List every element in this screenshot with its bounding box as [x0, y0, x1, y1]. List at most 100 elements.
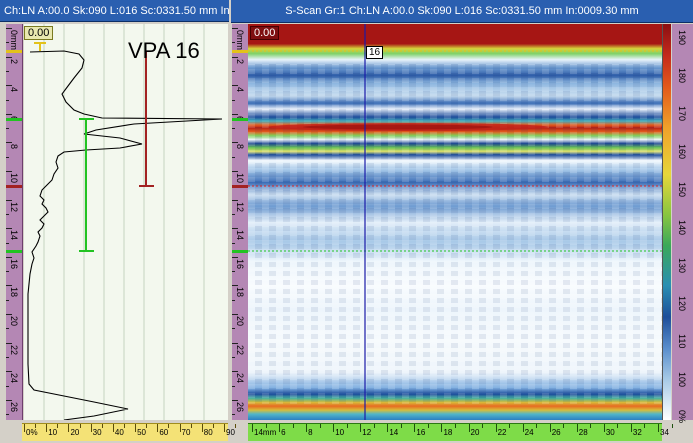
sscan-gate-readout: 0.00 [250, 26, 280, 40]
ruler-minor-tick [563, 424, 565, 428]
gate-marker[interactable] [6, 118, 22, 121]
ruler-minor-tick [232, 385, 235, 387]
ruler-minor-tick [6, 356, 9, 358]
ruler-minor-tick [232, 156, 235, 158]
ruler-minor-tick [346, 424, 348, 428]
ruler-tick [306, 424, 308, 432]
ascan-depth-ruler[interactable]: 0mm2468101214161820222426 [6, 24, 23, 420]
ruler-minor-tick [232, 299, 235, 301]
gate-marker[interactable] [232, 50, 248, 53]
sscan-scan-ruler[interactable]: 14mm 6 8 10 12 14 16 18 20 22 24 26 28 30 32 34 [248, 423, 673, 441]
ruler-tick [232, 399, 238, 401]
ruler-tick [232, 228, 238, 230]
ruler-minor-tick [644, 424, 646, 428]
ruler-minor-tick [232, 42, 235, 44]
ruler-label: 28 [578, 428, 588, 437]
ruler-tick [6, 85, 12, 87]
gate-marker[interactable] [232, 185, 248, 188]
depth-label: 14 [235, 230, 245, 241]
ruler-tick [549, 424, 551, 432]
ruler-minor-tick [427, 424, 429, 428]
ruler-minor-tick [319, 424, 321, 428]
ascan-amplitude-ruler[interactable]: 0% 10 20 30 40 50 60 70 80 90 [22, 423, 237, 441]
ruler-label: 22 [497, 428, 507, 437]
ruler-minor-tick [6, 128, 9, 130]
ascan-grid [43, 24, 205, 420]
ruler-label: 16 [416, 428, 426, 437]
palette-label: 140 [677, 220, 687, 236]
ruler-label: 40 [114, 428, 124, 437]
ruler-minor-tick [57, 424, 59, 428]
depth-label: 22 [235, 344, 245, 355]
ruler-tick [360, 424, 362, 432]
ruler-tick [232, 199, 238, 201]
ruler-tick [232, 113, 238, 115]
ruler-tick [6, 56, 12, 58]
ruler-label: 0% [26, 428, 38, 437]
ruler-label: 10 [335, 428, 345, 437]
palette-label: 130 [677, 258, 687, 274]
ruler-tick [232, 56, 238, 58]
ruler-tick [232, 342, 238, 344]
ruler-tick [387, 424, 389, 432]
gate-marker[interactable] [232, 118, 248, 121]
ruler-tick [68, 424, 70, 432]
ruler-minor-tick [232, 328, 235, 330]
ruler-tick [46, 424, 48, 432]
depth-label: 4 [235, 87, 245, 93]
ruler-minor-tick [617, 424, 619, 428]
depth-label: 14 [9, 230, 19, 241]
ruler-label: 10 [48, 428, 58, 437]
ascan-title-text: Ch:LN A:00.0 Sk:090 L:016 Sc:0331.50 mm … [4, 5, 229, 17]
depth-label: 8 [9, 144, 19, 150]
ruler-tick [24, 424, 25, 432]
gate-marker[interactable] [6, 50, 22, 53]
ruler-minor-tick [6, 414, 9, 416]
ruler-label: 6 [281, 428, 286, 437]
ruler-tick [232, 256, 238, 258]
ruler-label: 60 [159, 428, 169, 437]
ruler-minor-tick [6, 156, 9, 158]
ruler-label: 20 [70, 428, 80, 437]
ascan-probe-label: VPA 16 [128, 38, 200, 63]
gate-marker[interactable] [232, 250, 248, 253]
ruler-tick [224, 424, 225, 432]
ruler-label: 90 [226, 428, 235, 437]
ruler-tick [441, 424, 443, 432]
ruler-tick [576, 424, 578, 432]
ruler-tick [179, 424, 181, 432]
ruler-label: 32 [632, 428, 642, 437]
sscan-depth-ruler[interactable]: 0mm2468101214161820222426 [232, 24, 249, 420]
gate-marker[interactable] [6, 250, 22, 253]
ruler-tick [6, 142, 12, 144]
ruler-label: 14 [389, 428, 399, 437]
gate-marker[interactable] [6, 185, 22, 188]
palette-label: 150 [677, 182, 687, 198]
ruler-tick [232, 171, 238, 172]
ruler-minor-tick [35, 424, 37, 428]
ruler-minor-tick [400, 424, 402, 428]
depth-label: 2 [9, 58, 19, 64]
ruler-tick [6, 371, 12, 373]
ruler-minor-tick [232, 242, 235, 244]
ruler-label: 80 [203, 428, 213, 437]
ascan-title-bar: Ch:LN A:00.0 Sk:090 L:016 Sc:0331.50 mm … [0, 0, 229, 22]
ruler-tick [6, 342, 12, 344]
ruler-tick [232, 142, 238, 144]
depth-label: 24 [235, 373, 245, 384]
sscan-view[interactable]: 0.00 16 [248, 24, 662, 420]
ascan-view[interactable]: 0.00 VPA 16 [24, 24, 228, 420]
depth-label: 18 [9, 287, 19, 298]
ruler-tick [232, 28, 238, 29]
ruler-minor-tick [6, 70, 9, 72]
ruler-tick [135, 424, 137, 432]
ruler-tick [90, 424, 92, 432]
ruler-tick [232, 371, 238, 373]
ruler-tick [414, 424, 416, 432]
ruler-tick [252, 424, 253, 432]
palette-label: 170 [677, 106, 687, 122]
ruler-minor-tick [79, 424, 81, 428]
color-palette-scale: 190 180 170 160 150 140 130 120 110 100 0% [672, 24, 693, 423]
ruler-label: 12 [362, 428, 372, 437]
depth-label: 20 [9, 316, 19, 327]
